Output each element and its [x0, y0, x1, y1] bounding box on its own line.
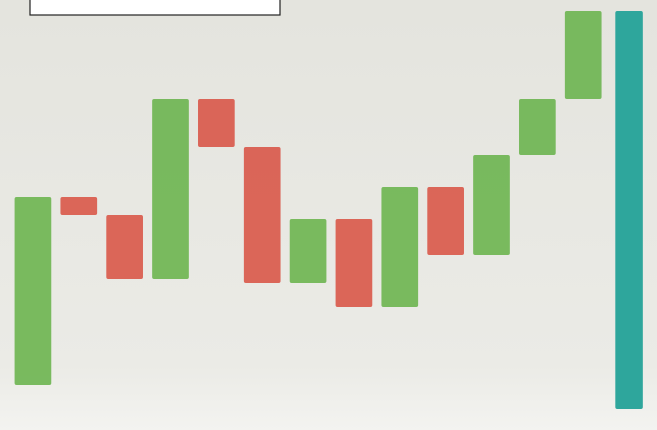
- increase-bar: [152, 99, 189, 279]
- decrease-bar: [198, 99, 235, 147]
- increase-bar: [519, 99, 556, 155]
- increase-bar: [564, 11, 602, 99]
- increase-bar: [473, 155, 510, 255]
- decrease-bar: [60, 197, 98, 215]
- increase-bar: [289, 219, 327, 283]
- legend-box: [29, 0, 281, 16]
- decrease-bar: [106, 215, 143, 279]
- decrease-bar: [243, 147, 281, 283]
- increase-bar: [14, 197, 52, 385]
- decrease-bar: [427, 187, 464, 255]
- decrease-bar: [335, 219, 373, 307]
- total-bar: [615, 11, 643, 409]
- plot-area: [14, 11, 643, 409]
- increase-bar: [381, 187, 419, 307]
